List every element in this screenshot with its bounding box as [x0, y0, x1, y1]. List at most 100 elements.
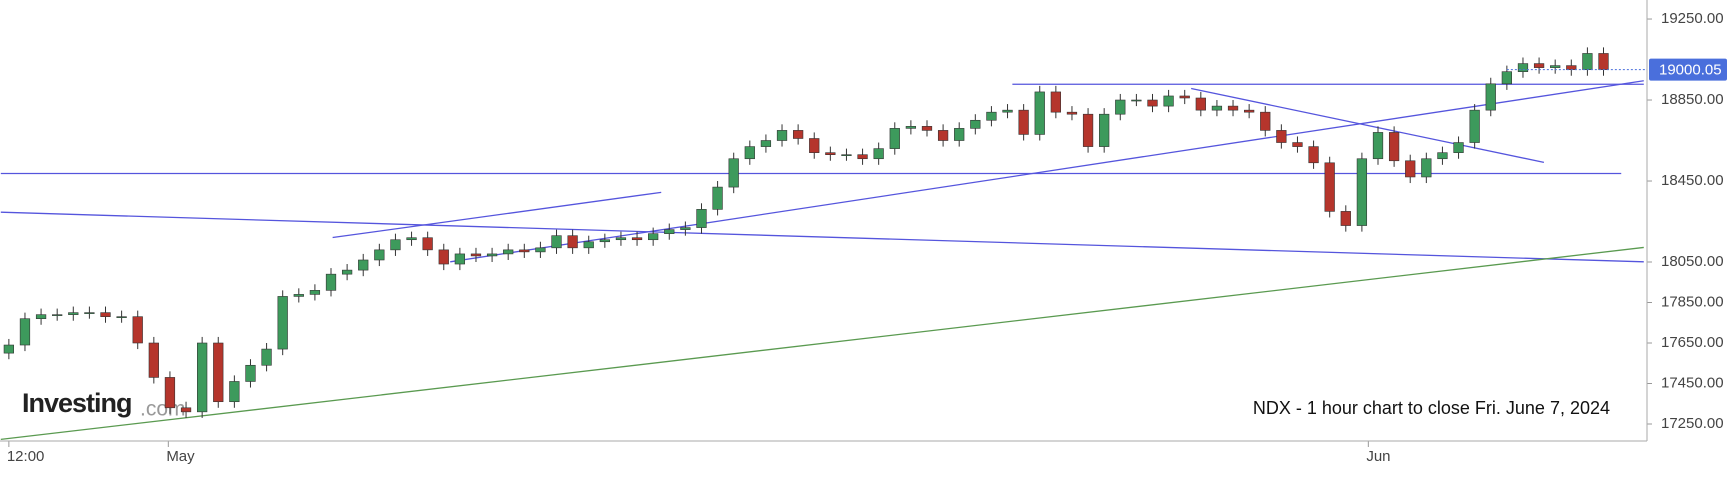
candle-body [438, 249, 449, 265]
candle-body [52, 314, 63, 316]
candle-body [1018, 109, 1029, 135]
candle-body [809, 138, 820, 153]
candle-body [1340, 211, 1351, 226]
candle-body [325, 273, 337, 291]
y-tick-label: 18050.00 [1661, 253, 1724, 270]
candle-body [1131, 99, 1142, 102]
candle-body [1002, 109, 1013, 113]
candle-body [1308, 146, 1319, 164]
candle-body [406, 237, 417, 241]
candle-body [728, 158, 739, 188]
candle-body [535, 247, 546, 253]
trend-line [0, 211, 1644, 263]
candle-body [68, 312, 79, 315]
candle-body [100, 312, 111, 317]
candle-body [261, 348, 272, 366]
candle-body [1533, 63, 1545, 68]
candle-body [84, 312, 95, 314]
candle-body [1517, 63, 1529, 72]
candle-body [986, 111, 997, 121]
candle-body [905, 126, 917, 129]
trend-line [450, 80, 1644, 263]
candle-body [921, 126, 933, 131]
candle-body [116, 316, 127, 318]
candle-body [390, 239, 401, 251]
candle-body [1227, 105, 1239, 111]
candle-body [1453, 142, 1464, 153]
candle-body [422, 237, 433, 251]
candle-body [35, 314, 47, 320]
candle-body [583, 241, 594, 249]
candle-body [954, 128, 965, 141]
candle-body [1179, 95, 1190, 99]
candle-body [1260, 111, 1271, 131]
candle-body [229, 381, 240, 403]
y-tick-label: 17250.00 [1661, 415, 1724, 432]
last-price-box [1649, 58, 1727, 81]
candle-body [1469, 109, 1480, 143]
candle-body [309, 290, 321, 295]
candle-body [1034, 91, 1045, 135]
candle-body [503, 249, 514, 255]
candle-body [1566, 65, 1577, 70]
candle-body [1550, 65, 1561, 68]
x-tick-label: May [166, 448, 195, 465]
candle-body [873, 148, 884, 160]
candle-body [1147, 99, 1158, 107]
candle-body [664, 229, 675, 234]
candle-body [825, 152, 836, 155]
candle-body [1211, 105, 1223, 111]
y-tick-label: 17450.00 [1661, 374, 1724, 391]
trend-line [332, 191, 662, 239]
candle-body [889, 128, 900, 149]
candle-body [132, 316, 143, 344]
candle-body [1405, 160, 1416, 178]
candle-body [1388, 132, 1400, 162]
candle-body [213, 342, 224, 403]
candle-body [1050, 91, 1061, 113]
y-tick-label: 18850.00 [1661, 91, 1724, 108]
logo-suffix: .com [140, 398, 186, 421]
candle-body [180, 407, 192, 413]
candle-body [776, 130, 788, 141]
candle-body [374, 249, 385, 261]
candle-body [164, 377, 176, 409]
x-tick-label: Jun [1366, 448, 1390, 465]
candle-body [358, 259, 369, 271]
candle-body [1066, 111, 1078, 115]
candle-body [760, 140, 772, 147]
candle-body [937, 130, 949, 141]
candle-body [696, 209, 707, 228]
candle-body [1099, 113, 1110, 147]
candle-body [19, 318, 31, 346]
candle-body [841, 154, 852, 156]
candle-body [857, 154, 868, 160]
candle-body [197, 342, 208, 413]
candle-body [631, 237, 643, 241]
candle-body [1437, 152, 1448, 160]
candle-body [1292, 142, 1303, 147]
annotation: NDX - 1 hour chart to close Fri. June 7,… [1253, 398, 1610, 418]
y-tick-label: 17650.00 [1661, 334, 1724, 351]
candle-body [567, 235, 578, 249]
candle-body [470, 253, 482, 257]
candle-body [148, 342, 159, 378]
candle-body [744, 146, 755, 160]
candle-body [599, 239, 610, 243]
y-tick-label: 17850.00 [1661, 293, 1724, 310]
candle-body [3, 344, 14, 354]
candle-body [1485, 83, 1496, 111]
x-tick-label: 12:00 [7, 448, 45, 465]
candle-body [245, 364, 256, 382]
trend-line [0, 246, 1644, 441]
candle-body [1598, 53, 1609, 70]
candle-body [712, 186, 723, 210]
y-tick-label: 18450.00 [1661, 172, 1724, 189]
candle-body [1276, 130, 1287, 143]
candle-body [1421, 158, 1432, 178]
last-price-label: 19000.05 [1659, 62, 1722, 79]
candle-body [970, 119, 981, 129]
trend-line [1191, 87, 1545, 164]
candle-body [454, 253, 466, 265]
